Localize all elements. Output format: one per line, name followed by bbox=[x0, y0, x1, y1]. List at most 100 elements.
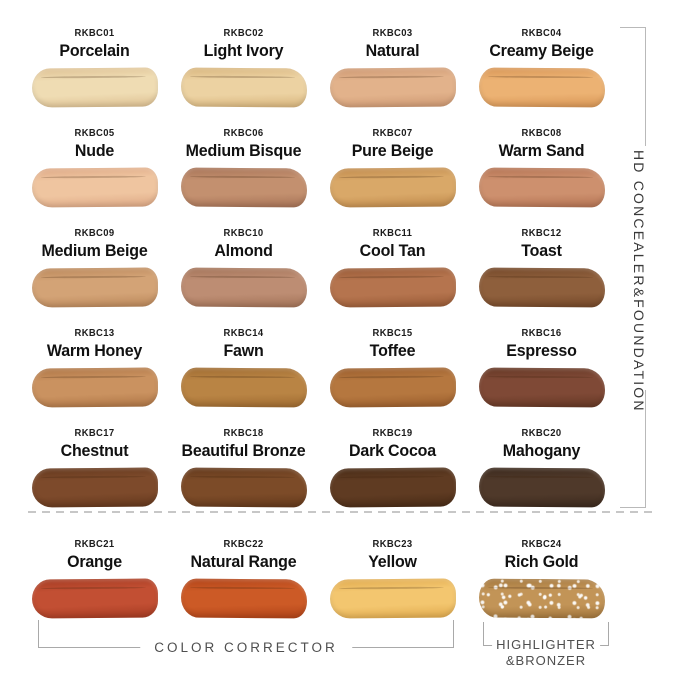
shade-code: RKBC14 bbox=[223, 327, 264, 339]
shade-code: RKBC18 bbox=[223, 427, 264, 439]
shade-swatch bbox=[329, 167, 456, 208]
shade-swatch bbox=[31, 367, 158, 408]
shade-card: RKBC15 Toffee bbox=[318, 327, 467, 427]
shade-card: RKBC04 Creamy Beige bbox=[467, 27, 616, 127]
shade-name: Toast bbox=[521, 241, 562, 260]
shade-swatch bbox=[329, 67, 456, 108]
highlighter-bronzer-bracket: HIGHLIGHTER &BRONZER bbox=[483, 622, 609, 669]
shade-code: RKBC19 bbox=[372, 427, 413, 439]
shade-code: RKBC01 bbox=[74, 27, 115, 39]
shade-swatch bbox=[31, 467, 158, 508]
shade-card: RKBC11 Cool Tan bbox=[318, 227, 467, 327]
shade-card: RKBC22 Natural Range bbox=[169, 538, 318, 638]
shade-swatch bbox=[31, 578, 158, 619]
shade-name: Almond bbox=[214, 241, 273, 260]
shade-code: RKBC13 bbox=[74, 327, 115, 339]
right-bracket-bottom-tick bbox=[620, 507, 646, 508]
shade-code: RKBC16 bbox=[521, 327, 562, 339]
shade-name: Cool Tan bbox=[359, 241, 426, 260]
shade-swatch bbox=[31, 167, 158, 208]
shade-name: Natural bbox=[365, 41, 420, 60]
shade-code: RKBC23 bbox=[372, 538, 413, 550]
shade-card: RKBC07 Pure Beige bbox=[318, 127, 467, 227]
shade-swatch bbox=[180, 578, 307, 619]
shade-card: RKBC08 Warm Sand bbox=[467, 127, 616, 227]
shade-code: RKBC09 bbox=[74, 227, 115, 239]
shade-swatch bbox=[478, 267, 605, 308]
shade-card: RKBC13 Warm Honey bbox=[20, 327, 169, 427]
highlighter-label-line1: HIGHLIGHTER bbox=[496, 637, 596, 652]
shade-swatch bbox=[180, 67, 307, 108]
shade-card: RKBC10 Almond bbox=[169, 227, 318, 327]
shade-card: RKBC09 Medium Beige bbox=[20, 227, 169, 327]
shade-code: RKBC11 bbox=[372, 227, 413, 239]
highlighter-label-line2: &BRONZER bbox=[505, 653, 587, 668]
shade-code: RKBC05 bbox=[74, 127, 115, 139]
shade-code: RKBC22 bbox=[223, 538, 264, 550]
shade-swatch bbox=[180, 267, 307, 308]
shade-code: RKBC08 bbox=[521, 127, 562, 139]
right-bracket-line-top bbox=[645, 27, 646, 146]
shade-name: Dark Cocoa bbox=[349, 441, 436, 460]
shade-card: RKBC24 Rich Gold bbox=[467, 538, 616, 638]
shade-name: Nude bbox=[74, 141, 115, 160]
shade-card: RKBC20 Mahogany bbox=[467, 427, 616, 527]
shade-card: RKBC14 Fawn bbox=[169, 327, 318, 427]
shade-swatch bbox=[329, 578, 456, 619]
shade-swatch bbox=[329, 467, 456, 508]
shade-name: Orange bbox=[67, 552, 122, 571]
color-corrector-bracket: COLOR CORRECTOR bbox=[38, 620, 454, 656]
shade-name: Medium Beige bbox=[41, 241, 148, 260]
shade-name: Chestnut bbox=[60, 441, 129, 460]
shade-name: Warm Honey bbox=[46, 341, 143, 360]
shade-code: RKBC17 bbox=[74, 427, 115, 439]
shade-name: Natural Range bbox=[190, 552, 297, 571]
shade-code: RKBC12 bbox=[521, 227, 562, 239]
shade-name: Toffee bbox=[369, 341, 416, 360]
shade-name: Fawn bbox=[223, 341, 264, 360]
shade-card: RKBC12 Toast bbox=[467, 227, 616, 327]
shade-card: RKBC16 Espresso bbox=[467, 327, 616, 427]
shade-code: RKBC04 bbox=[521, 27, 562, 39]
category-label-highlighter-bronzer: HIGHLIGHTER &BRONZER bbox=[492, 637, 600, 669]
shade-card: RKBC19 Dark Cocoa bbox=[318, 427, 467, 527]
shade-name: Light Ivory bbox=[203, 41, 284, 60]
shade-name: Pure Beige bbox=[351, 141, 434, 160]
shade-code: RKBC06 bbox=[223, 127, 264, 139]
shade-card: RKBC02 Light Ivory bbox=[169, 27, 318, 127]
shade-name: Rich Gold bbox=[504, 552, 579, 571]
shade-name: Espresso bbox=[506, 341, 577, 360]
shade-code: RKBC24 bbox=[521, 538, 562, 550]
shade-code: RKBC10 bbox=[223, 227, 264, 239]
shade-swatch bbox=[180, 367, 307, 408]
shade-code: RKBC07 bbox=[372, 127, 413, 139]
shade-card: RKBC21 Orange bbox=[20, 538, 169, 638]
shade-grid-bottom: RKBC21 Orange RKBC22 Natural Range RKBC2… bbox=[20, 538, 616, 638]
shade-swatch bbox=[478, 578, 605, 619]
shade-card: RKBC17 Chestnut bbox=[20, 427, 169, 527]
shade-card: RKBC23 Yellow bbox=[318, 538, 467, 638]
shade-swatch bbox=[329, 367, 456, 408]
shade-code: RKBC15 bbox=[372, 327, 413, 339]
shade-swatch bbox=[478, 467, 605, 508]
shade-card: RKBC01 Porcelain bbox=[20, 27, 169, 127]
shade-swatch bbox=[478, 167, 605, 208]
shade-card: RKBC18 Beautiful Bronze bbox=[169, 427, 318, 527]
shade-code: RKBC21 bbox=[74, 538, 115, 550]
shade-swatch bbox=[31, 67, 158, 108]
shade-swatch bbox=[478, 67, 605, 108]
shade-swatch bbox=[180, 467, 307, 508]
shade-swatch bbox=[180, 167, 307, 208]
shade-name: Medium Bisque bbox=[185, 141, 302, 160]
dashed-divider bbox=[28, 511, 653, 513]
shade-code: RKBC03 bbox=[372, 27, 413, 39]
shade-grid-main: RKBC01 Porcelain RKBC02 Light Ivory RKBC… bbox=[20, 27, 616, 527]
shade-swatch bbox=[478, 367, 605, 408]
shade-swatch bbox=[31, 267, 158, 308]
shade-name: Warm Sand bbox=[498, 141, 585, 160]
shade-name: Beautiful Bronze bbox=[181, 441, 306, 460]
right-bracket-top-tick bbox=[620, 27, 646, 28]
shade-card: RKBC06 Medium Bisque bbox=[169, 127, 318, 227]
shade-swatch bbox=[329, 267, 456, 308]
shade-name: Porcelain bbox=[59, 41, 130, 60]
